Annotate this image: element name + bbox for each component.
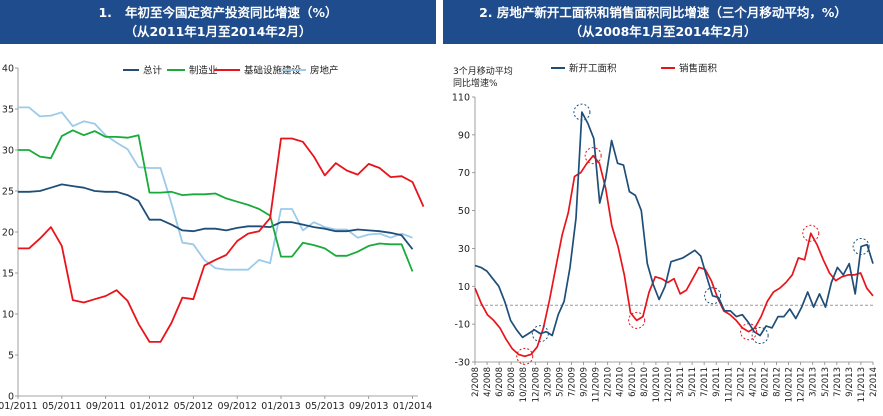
series-line-1 [18,183,414,250]
legend-label: 制造业 [189,65,218,77]
x-tick-label: 01/2013 [261,401,300,412]
highlight-circle [740,323,758,341]
highlight-circle [628,311,646,329]
highlight-circle [584,147,602,165]
x-tick-label: 6/2012 [760,367,770,397]
x-tick-label: 6/2008 [495,367,505,397]
x-tick-label: 2/2008 [471,367,481,397]
legend-label: 销售面积 [679,63,718,75]
series-line-3 [18,137,425,343]
x-tick-label: 11/2011 [724,367,734,402]
y-tick-label: 70 [458,168,470,179]
x-tick-label: 3/2011 [676,367,686,397]
series-line-1 [474,111,874,339]
x-tick-label: 11/2013 [857,367,867,402]
x-tick-label: 7/2011 [700,367,710,397]
x-tick-label: 09/2011 [86,401,125,412]
y-axis-title-line1: 3个月移动平均 [453,65,513,77]
x-tick-label: 11/2009 [592,367,602,402]
y-axis-title-line2: 同比增速% [453,77,498,89]
y-tick-label: 110 [452,93,470,104]
highlight-circle [531,325,549,343]
x-tick-label: 9/2009 [580,367,590,397]
x-tick-label: 9/2013 [845,367,855,397]
x-tick-label: 7/2013 [833,367,843,397]
x-tick-label: 5/2009 [555,367,565,397]
highlight-circle [573,103,591,121]
x-tick-label: 05/2012 [174,401,213,412]
highlight-circle [852,238,870,256]
y-tick-label: 15 [2,269,14,280]
x-tick-label: 12/2012 [797,367,807,402]
legend-label: 房地产 [310,65,339,77]
x-tick-label: 4/2012 [748,367,758,397]
x-tick-label: 6/2010 [628,367,638,397]
highlight-circle [751,327,769,344]
y-tick-label: -10 [454,320,470,331]
right-chart-title-bar: 2. 房地产新开工面积和销售面积同比增速（三个月移动平均，%） （从2008年1… [443,0,883,44]
y-tick-label: 10 [458,282,470,293]
x-tick-label: 4/2010 [616,367,626,397]
legend-label: 基础设施建设 [244,65,302,77]
y-tick-label: -30 [454,358,470,369]
y-tick-label: 50 [458,206,470,217]
x-tick-label: 7/2009 [567,367,577,397]
right-chart-title: 2. 房地产新开工面积和销售面积同比增速（三个月移动平均，%） [479,5,847,20]
left-line-chart: 0 5 10 15 20 25 30 35 40 01/2011 05/2011 09/2011 01/… [0,64,432,413]
y-tick-label: 30 [2,146,14,157]
x-tick-label: 5/2013 [821,367,831,397]
x-tick-label: 2/2014 [869,367,879,397]
highlight-circle [802,224,820,242]
x-tick-label: 5/2011 [688,367,698,397]
highlight-circle [516,347,534,365]
x-tick-label: 12/2010 [664,367,674,402]
highlight-circle [704,287,722,305]
y-tick-label: 40 [2,64,14,75]
x-tick-label: 8/2008 [507,367,517,397]
legend-label: 总计 [143,65,163,77]
x-tick-label: 01/2012 [130,401,169,412]
left-chart-subtitle: （从2011年1月至2014年2月） [124,24,312,39]
y-tick-label: 20 [2,228,14,239]
x-tick-label: 8/2010 [640,367,650,397]
y-tick-label: 10 [2,310,14,321]
x-tick-label: 09/2013 [349,401,388,412]
y-tick-label: 5 [8,351,14,362]
x-tick-label: 12/2008 [531,367,541,402]
x-tick-label: 8/2012 [773,367,783,397]
x-tick-label: 2/2010 [604,367,614,397]
x-tick-label: 3/2009 [543,367,553,397]
x-tick-label: 3/2013 [809,367,819,397]
right-chart-subtitle: （从2008年1月至2014年2月） [569,24,757,39]
series-line-2 [18,129,414,272]
left-chart-title: 1. 年初至今国定资产投资同比增速（%） [98,5,338,20]
left-chart-title-bar: 1. 年初至今国定资产投资同比增速（%） （从2011年1月至2014年2月） [0,0,436,44]
x-tick-label: 10/2010 [652,367,662,402]
x-tick-label: 9/2011 [712,367,722,397]
right-chart-panel: 2. 房地产新开工面积和销售面积同比增速（三个月移动平均，%） （从2008年1… [443,0,883,416]
y-tick-label: 25 [2,187,14,198]
series-line-4 [18,106,413,271]
x-tick-label: 10/2008 [519,367,529,402]
x-tick-label: 2/2012 [736,367,746,397]
legend-label: 新开工面积 [569,63,617,75]
y-tick-label: 30 [458,244,470,255]
x-tick-label: 05/2013 [305,401,344,412]
series-line-2 [474,154,874,358]
left-chart-panel: 1. 年初至今国定资产投资同比增速（%） （从2011年1月至2014年2月） … [0,0,436,416]
x-tick-label: 01/2011 [0,401,38,412]
y-tick-label: 35 [2,105,14,116]
x-tick-label: 01/2014 [393,401,432,412]
y-tick-label: 90 [458,130,470,141]
x-tick-label: 05/2011 [42,401,81,412]
y-tick-label: 0 [8,392,14,403]
x-tick-label: 4/2008 [483,367,493,397]
x-tick-label: 09/2012 [217,401,256,412]
x-tick-label: 10/2012 [785,367,795,402]
